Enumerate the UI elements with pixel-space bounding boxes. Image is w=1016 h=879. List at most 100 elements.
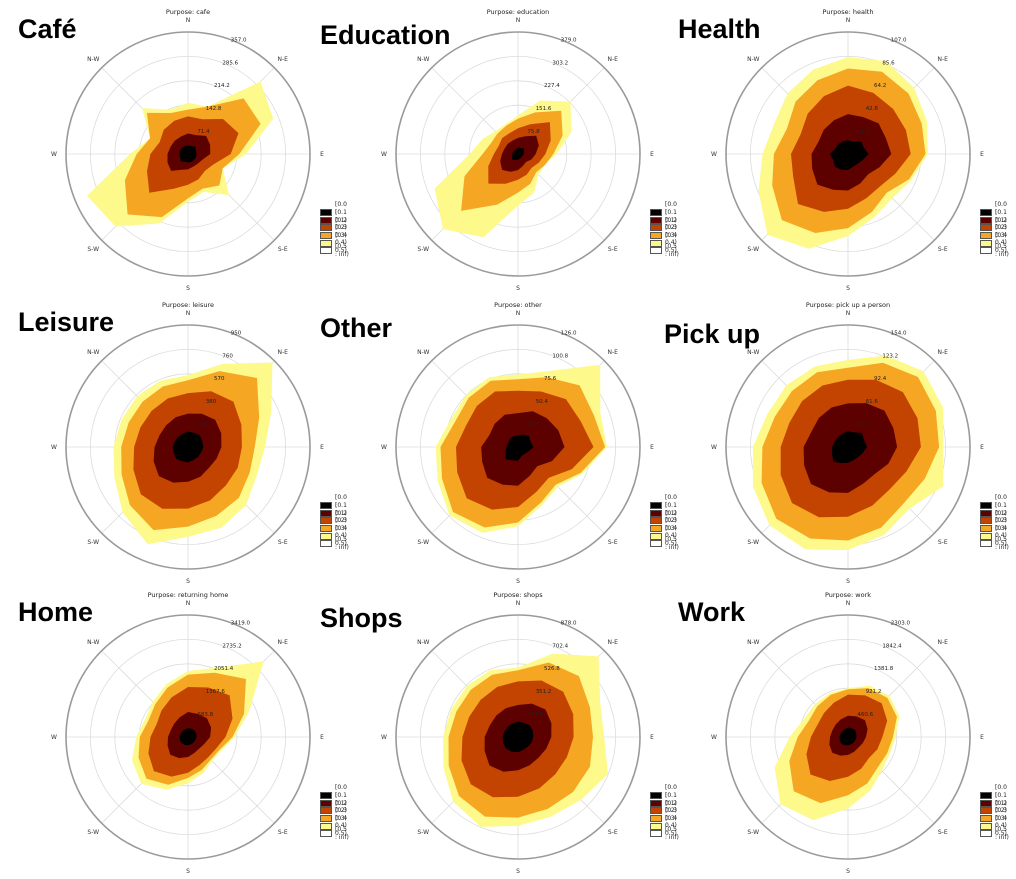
legend-item: [0.2 : 0.3) [980,510,1010,532]
panel-label: Café [18,14,77,44]
direction-label: N-E [938,56,949,63]
direction-label: W [381,734,387,741]
direction-label: W [711,151,717,158]
legend-item: [0.1 : 0.2) [320,209,350,231]
direction-label: E [650,444,654,451]
direction-label: S [846,578,850,585]
legend-item: [0.3 : 0.4) [980,224,1010,246]
radial-tick-label: 2051.4 [214,666,234,672]
panel-label: Shops [320,603,403,633]
legend-swatch [980,540,992,548]
chart-title: Purpose: shops [493,591,543,599]
windrose-panel: Health Purpose: health 21.4 42.8 64.2 85.6 107… [678,4,1010,294]
legend-item: [0.0 : 0.1) [650,784,680,807]
direction-label: N [846,310,851,317]
legend-swatch [650,232,662,240]
outer-ring [725,614,971,860]
direction-label: N-W [417,56,429,63]
radial-tick-label: 351.2 [536,689,552,695]
legend-item: [0.3 : 0.4) [650,807,680,829]
direction-label: S-W [417,246,429,253]
direction-label: S-E [278,829,288,836]
legend-label: [0.3 : 0.4) [995,807,1007,830]
legend-swatch [320,247,332,255]
legend-label: [0.1 : 0.2) [665,209,677,232]
legend-item: [0.2 : 0.3) [650,217,680,239]
legend: [0.0 : 0.1) [0.1 : 0.2) [0.2 : 0.3) [0.3 : … [980,494,1010,551]
radial-tick-label: 75.6 [544,376,557,382]
radial-tick-label: 64.2 [874,83,886,89]
radial-tick-label: 1842.4 [882,643,902,649]
direction-label: S [186,285,190,292]
legend-item: [0.1 : 0.2) [980,502,1010,524]
direction-label: S-W [747,829,759,836]
direction-label: N-E [608,56,619,63]
legend-swatch [320,209,332,217]
radial-tick-label: 30.8 [857,422,870,428]
legend-item: [0.1 : 0.2) [980,209,1010,231]
direction-label: S-E [278,246,288,253]
legend-label: [0.2 : 0.3) [335,799,347,822]
legend-item: [0.0 : 0.1) [320,201,350,224]
legend-item: [0.4 : 0.5) [320,815,350,837]
legend-label: [0.4 : 0.5) [335,231,347,254]
chart-title: Purpose: work [825,591,871,599]
chart-title: Purpose: pick up a person [806,301,890,309]
radial-tick-label: 154.0 [891,330,907,336]
bin-area-0 [505,434,534,461]
direction-label: N [516,310,521,317]
windrose-chart: Purpose: cafe 71.4 142.8 214.2 285.6 357.0 N N-… [51,8,324,292]
chart-title: Purpose: leisure [162,301,214,309]
legend-item: [0.3 : 0.4) [320,517,350,539]
legend-swatch [650,525,662,533]
legend-item: [0.4 : 0.5) [320,232,350,254]
direction-label: S [516,868,520,875]
direction-label: S [846,868,850,875]
legend-label: [0.1 : 0.2) [335,792,347,815]
direction-label: S-E [608,539,618,546]
direction-label: E [980,734,984,741]
legend-label: [0.0 : 0.1) [665,784,677,807]
legend-item: [0.4 : 0.5) [650,815,680,837]
panel-label: Home [18,597,94,627]
legend-label: [0.4 : 0.5) [335,814,347,837]
legend-label: [0.0 : 0.1) [335,494,347,517]
legend-label: [0.3 : 0.4) [335,517,347,540]
legend-label: [0.5 : inf) [995,536,1009,551]
legend-item: [0.0 : 0.1) [320,494,350,517]
outer-ring [725,31,971,277]
legend-label: [0.5 : inf) [665,536,679,551]
legend-label: [0.3 : 0.4) [665,517,677,540]
legend-label: [0.4 : 0.5) [665,231,677,254]
bin-area-0 [839,727,857,746]
direction-label: S-W [87,829,99,836]
legend-item: [0.5 : inf) [320,826,350,841]
legend-label: [0.5 : inf) [335,536,349,551]
legend-swatch [650,239,662,247]
radial-tick-label: 123.2 [882,353,898,359]
radial-tick-label: 3419.0 [231,620,251,626]
direction-label: S-W [417,539,429,546]
direction-label: E [320,734,324,741]
direction-label: S-W [417,829,429,836]
legend-item: [0.0 : 0.1) [980,494,1010,517]
legend-item: [0.2 : 0.3) [320,510,350,532]
legend: [0.0 : 0.1) [0.1 : 0.2) [0.2 : 0.3) [0.3 : … [320,784,350,841]
legend-label: [0.0 : 0.1) [665,201,677,224]
legend-label: [0.5 : inf) [995,243,1009,258]
direction-label: E [980,444,984,451]
legend-swatch [320,224,332,232]
legend-swatch [320,517,332,525]
legend-item: [0.4 : 0.5) [980,232,1010,254]
radial-tick-label: 190 [197,422,208,428]
legend-swatch [980,830,992,838]
direction-label: W [51,734,57,741]
legend-swatch [650,517,662,525]
legend-item: [0.1 : 0.2) [650,792,680,814]
radial-tick-label: 1367.6 [206,689,226,695]
direction-label: E [650,734,654,741]
direction-label: S-W [747,246,759,253]
radial-tick-label: 126.0 [561,330,577,336]
legend-label: [0.0 : 0.1) [995,201,1007,224]
